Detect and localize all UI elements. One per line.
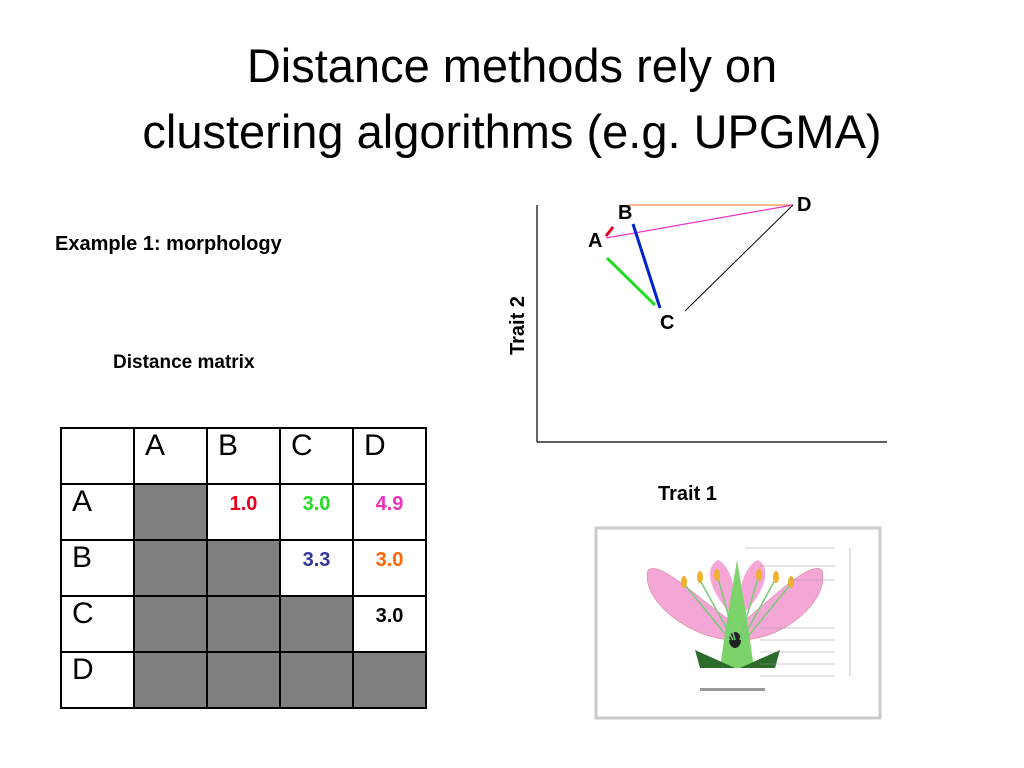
- column-header: B: [206, 427, 281, 485]
- empty-cell: [352, 651, 427, 709]
- matrix-row: A 1.0 3.0 4.9: [60, 483, 427, 541]
- row-header: C: [60, 595, 135, 653]
- empty-cell: [279, 651, 354, 709]
- y-axis-label: Trait 2: [507, 296, 529, 355]
- row-header: A: [60, 483, 135, 541]
- point-label: D: [797, 194, 811, 216]
- empty-cell: [133, 651, 208, 709]
- point-label: B: [618, 202, 632, 224]
- matrix-row: D: [60, 651, 427, 709]
- title-line: clustering algorithms (e.g. UPGMA): [142, 105, 882, 158]
- flower-image: [594, 526, 882, 720]
- distance-matrix: A B C D A 1.0 3.0 4.9 B 3.3 3.0 C 3.0 D: [60, 427, 427, 709]
- distance-cell: 3.0: [352, 595, 427, 653]
- corner-cell: [60, 427, 135, 485]
- row-header: B: [60, 539, 135, 597]
- point-label: A: [588, 230, 602, 252]
- matrix-label: Distance matrix: [113, 352, 255, 373]
- distance-cell: 3.0: [352, 539, 427, 597]
- x-axis-label: Trait 1: [658, 483, 717, 505]
- matrix-row: C 3.0: [60, 595, 427, 653]
- distance-cell: 1.0: [206, 483, 281, 541]
- title-line: Distance methods rely on: [246, 39, 778, 92]
- column-header: D: [352, 427, 427, 485]
- edge: [631, 223, 662, 309]
- empty-cell: [206, 651, 281, 709]
- matrix-row: B 3.3 3.0: [60, 539, 427, 597]
- empty-cell: [133, 539, 208, 597]
- distance-cell: 3.3: [279, 539, 354, 597]
- distance-cell: 3.0: [279, 483, 354, 541]
- empty-cell: [133, 483, 208, 541]
- empty-cell: [206, 539, 281, 597]
- point-label: C: [660, 312, 674, 334]
- empty-cell: [206, 595, 281, 653]
- empty-cell: [133, 595, 208, 653]
- column-header: A: [133, 427, 208, 485]
- edge: [604, 226, 615, 237]
- empty-cell: [279, 595, 354, 653]
- edge: [684, 204, 794, 312]
- example-label: Example 1: morphology: [55, 233, 282, 255]
- column-header: C: [279, 427, 354, 485]
- row-header: D: [60, 651, 135, 709]
- edge: [605, 256, 657, 307]
- distance-cell: 4.9: [352, 483, 427, 541]
